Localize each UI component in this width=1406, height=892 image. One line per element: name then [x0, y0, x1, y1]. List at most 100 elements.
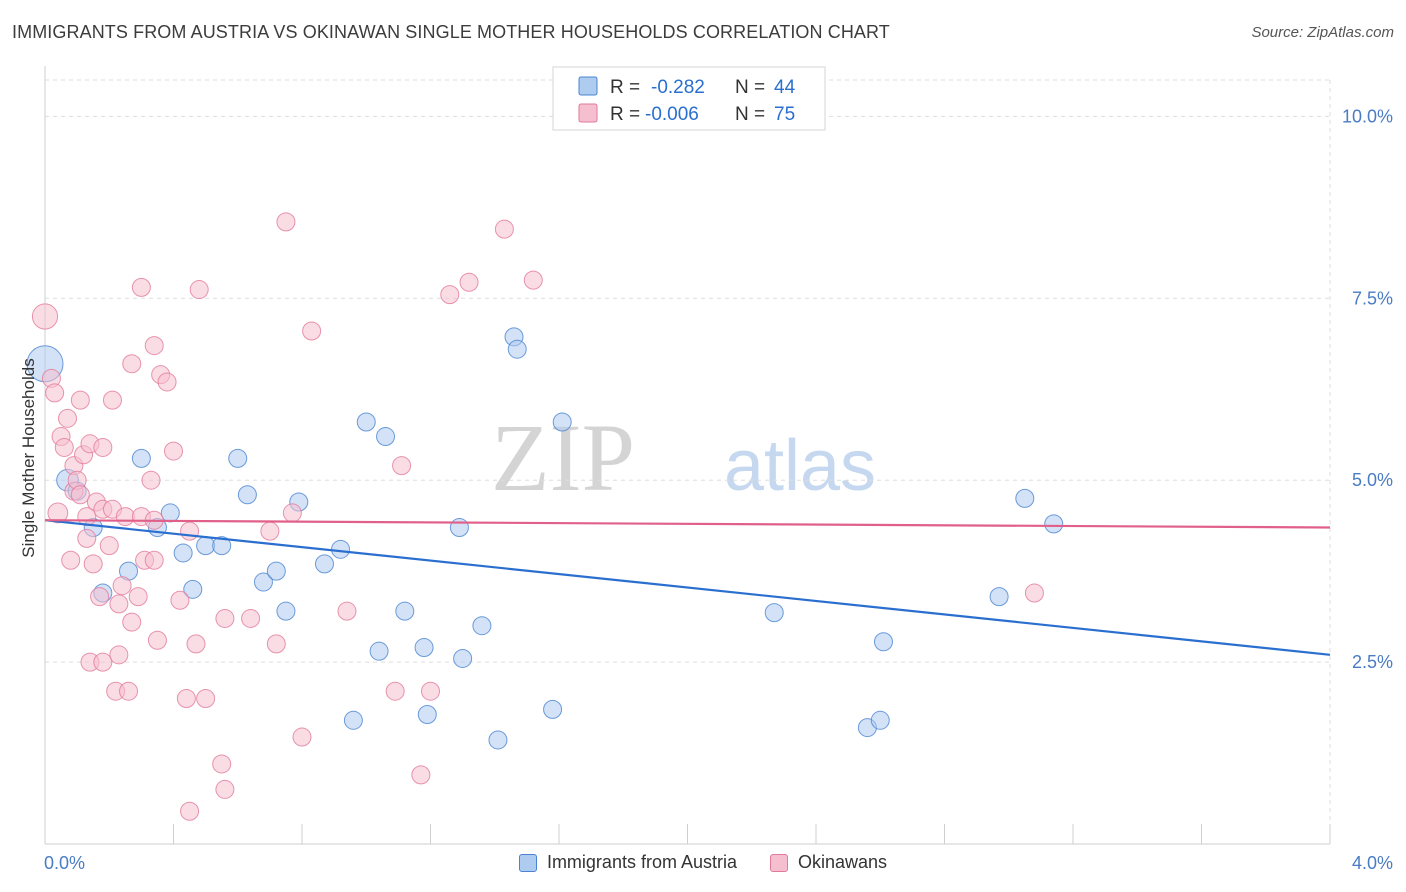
data-point — [119, 681, 139, 701]
data-point — [109, 594, 129, 614]
data-point — [122, 354, 142, 374]
data-point — [276, 601, 296, 621]
data-point — [395, 601, 415, 621]
data-point — [212, 536, 232, 556]
y-tick-label: 7.5% — [1352, 288, 1393, 308]
data-point — [144, 550, 164, 570]
data-point — [131, 448, 151, 468]
legend-swatch-blue — [578, 76, 598, 96]
x-tick-label: 4.0% — [1352, 853, 1393, 873]
data-point — [31, 303, 59, 330]
y-tick-label: 10.0% — [1342, 106, 1393, 126]
data-point — [61, 550, 81, 570]
legend-bottom: Immigrants from Austria Okinawans — [0, 852, 1406, 877]
legend-n-label: N = — [735, 104, 765, 125]
data-point — [196, 536, 216, 556]
data-point — [331, 539, 351, 559]
legend-top: R = -0.282 N = 44 R = -0.006 N = 75 — [552, 66, 826, 131]
data-point — [421, 681, 440, 701]
data-point — [376, 427, 396, 447]
data-point — [160, 503, 180, 523]
trend-lines — [44, 519, 1331, 656]
data-point — [212, 754, 232, 774]
data-point — [392, 456, 412, 476]
data-point — [414, 638, 434, 658]
data-point — [764, 603, 784, 623]
data-point — [523, 270, 543, 290]
data-point — [507, 339, 527, 359]
data-point — [54, 437, 74, 457]
y-tick-label: 5.0% — [1352, 470, 1393, 490]
data-point — [157, 372, 177, 392]
series-okinawans — [31, 212, 1044, 821]
data-point — [260, 521, 280, 541]
data-point — [453, 648, 473, 668]
data-point — [170, 590, 190, 610]
source-label: Source: ZipAtlas.com — [1251, 24, 1394, 41]
legend-swatch-blue — [518, 853, 537, 872]
data-point — [112, 576, 132, 596]
data-point — [102, 390, 122, 410]
data-point — [83, 554, 103, 574]
data-point — [989, 587, 1009, 607]
data-point — [440, 285, 460, 305]
watermark: ZIP atlas — [491, 404, 876, 511]
data-point — [417, 704, 437, 724]
data-point — [93, 437, 113, 457]
data-point — [292, 727, 312, 747]
data-point — [189, 280, 209, 300]
data-point — [314, 554, 334, 574]
data-point — [237, 485, 257, 505]
data-point — [183, 579, 203, 599]
data-point — [180, 801, 200, 821]
legend-r-value: -0.282 — [651, 77, 705, 98]
data-point — [369, 641, 389, 661]
data-point — [494, 219, 514, 239]
data-point — [343, 710, 363, 730]
chart-title: IMMIGRANTS FROM AUSTRIA VS OKINAWAN SING… — [12, 22, 890, 42]
data-point — [122, 612, 142, 632]
legend-n-value: 75 — [774, 104, 795, 125]
data-point — [385, 681, 405, 701]
y-axis-label: Single Mother Households — [19, 358, 38, 557]
legend-label-okinawans: Okinawans — [798, 852, 888, 872]
data-point — [47, 502, 69, 524]
trend-line — [44, 519, 1331, 656]
data-point — [266, 561, 286, 581]
x-tick-label: 0.0% — [44, 853, 85, 873]
data-point — [70, 485, 90, 505]
legend-n-value: 44 — [774, 77, 796, 98]
data-point — [302, 321, 322, 341]
data-point — [128, 587, 148, 607]
data-point — [70, 390, 90, 410]
data-point — [164, 441, 183, 461]
data-point — [109, 645, 129, 665]
data-point — [141, 470, 161, 490]
data-point — [543, 699, 563, 719]
trend-line — [44, 519, 1331, 529]
data-point — [1024, 583, 1044, 603]
data-point — [411, 765, 431, 785]
watermark-atlas: atlas — [724, 426, 876, 506]
data-point — [266, 634, 286, 654]
data-point — [552, 412, 572, 432]
data-point — [173, 543, 193, 563]
legend-r-label: R = — [610, 104, 640, 125]
data-point — [1015, 488, 1035, 508]
data-point — [870, 710, 890, 730]
data-point — [115, 507, 135, 527]
data-point — [337, 601, 357, 621]
data-point — [93, 652, 113, 672]
data-point — [253, 572, 273, 592]
legend-item-okinawans[interactable]: Okinawans — [770, 852, 887, 873]
data-point — [449, 517, 469, 537]
data-point — [176, 688, 196, 708]
legend-r-value: -0.006 — [645, 104, 699, 125]
legend-n-label: N = — [735, 77, 765, 98]
y-tick-label: 2.5% — [1352, 652, 1393, 672]
series-immigrants-from-austria — [26, 327, 1064, 750]
legend-swatch-pink — [578, 103, 598, 123]
legend-item-austria[interactable]: Immigrants from Austria — [518, 852, 737, 873]
data-point — [873, 632, 893, 652]
